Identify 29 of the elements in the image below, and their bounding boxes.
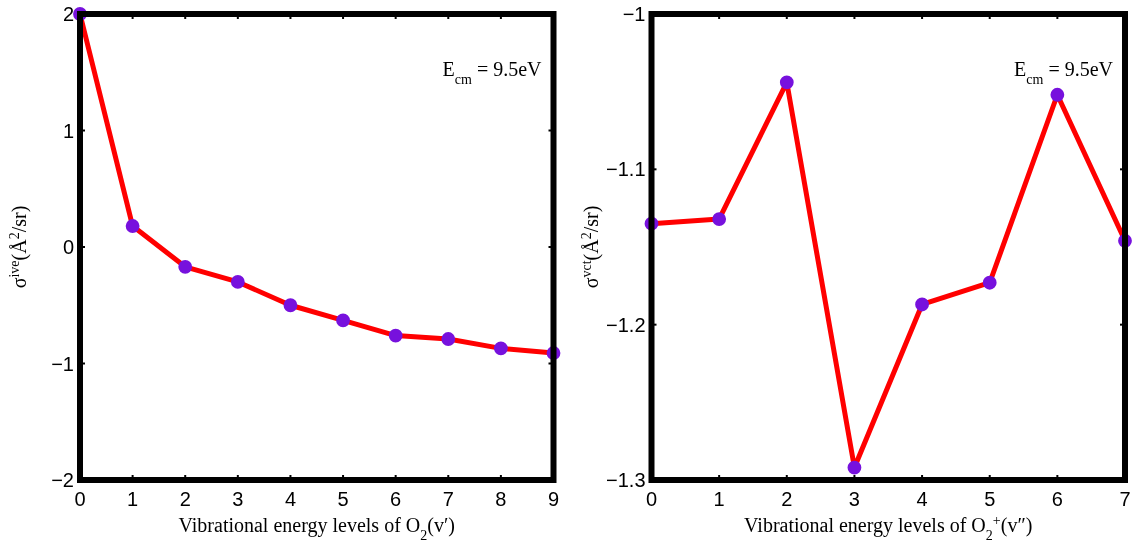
y-tick-label: 1 [62, 119, 74, 142]
x-tick-label: 6 [1051, 488, 1063, 510]
y-tick-label: −1.2 [606, 313, 646, 336]
x-axis-title: Vibrational energy levels of O$_{2}$(v′) [178, 514, 455, 543]
y-tick-label: −1 [622, 3, 646, 25]
x-tick-label: 3 [232, 488, 244, 510]
x-tick-label: 5 [337, 488, 349, 510]
x-tick-label: 5 [984, 488, 996, 510]
y-tick-label: −1.3 [606, 469, 646, 491]
x-tick-label: 1 [713, 488, 725, 510]
x-tick-label: 9 [547, 488, 560, 510]
x-tick-label: 7 [442, 488, 454, 510]
annotation: E$_{cm}$ = 9.5eV [442, 58, 543, 87]
x-tick-label: 4 [916, 488, 928, 510]
y-tick-label: 2 [62, 3, 74, 25]
x-tick-label: 8 [495, 488, 507, 510]
x-tick-label: 2 [179, 488, 191, 510]
x-tick-label: 2 [781, 488, 793, 510]
x-tick-label: 1 [127, 488, 139, 510]
x-tick-label: 7 [1119, 488, 1131, 510]
x-tick-label: 6 [390, 488, 402, 510]
y-tick-label: −1 [51, 352, 74, 375]
x-tick-label: 4 [284, 488, 297, 510]
x-axis-title: Vibrational energy levels of O$_{2}$$^{+}$(v″) [744, 512, 1033, 543]
y-tick-label: −1.1 [606, 158, 646, 181]
annotation: E$_{cm}$ = 9.5eV [1014, 58, 1114, 87]
x-tick-label: 3 [848, 488, 860, 510]
y-tick-label: −2 [51, 469, 74, 491]
y-tick-label: 0 [62, 236, 74, 258]
